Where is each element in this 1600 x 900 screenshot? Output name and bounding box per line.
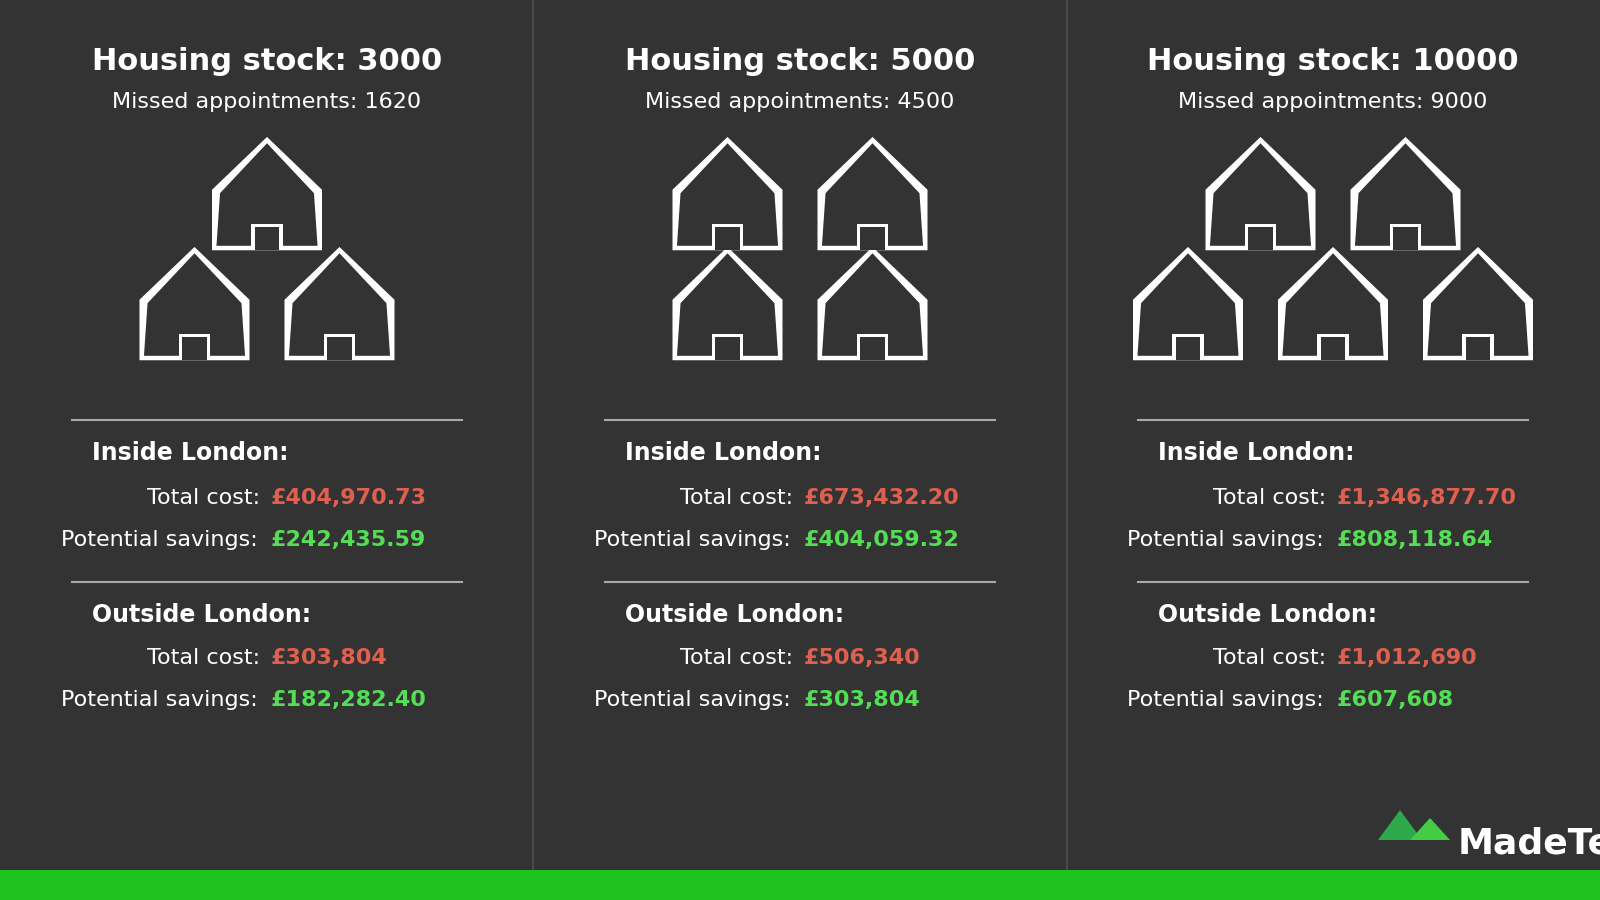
Polygon shape bbox=[677, 143, 778, 246]
Text: Potential savings:: Potential savings: bbox=[1126, 530, 1331, 550]
Polygon shape bbox=[1350, 137, 1461, 250]
Text: Housing stock: 3000: Housing stock: 3000 bbox=[91, 48, 442, 76]
Polygon shape bbox=[818, 247, 928, 360]
Text: Inside London:: Inside London: bbox=[626, 441, 821, 465]
Text: Inside London:: Inside London: bbox=[1158, 441, 1355, 465]
Text: £607,608: £607,608 bbox=[1338, 690, 1454, 710]
Bar bbox=[1390, 224, 1421, 250]
Polygon shape bbox=[139, 247, 250, 360]
Text: Housing stock: 5000: Housing stock: 5000 bbox=[626, 48, 974, 76]
Bar bbox=[323, 334, 355, 360]
Polygon shape bbox=[216, 143, 317, 246]
Text: Outside London:: Outside London: bbox=[1158, 603, 1378, 627]
Text: £303,804: £303,804 bbox=[270, 648, 387, 668]
Text: Outside London:: Outside London: bbox=[626, 603, 845, 627]
Bar bbox=[715, 338, 739, 360]
Bar bbox=[254, 228, 278, 250]
Text: £1,346,877.70: £1,346,877.70 bbox=[1338, 488, 1517, 508]
Text: Potential savings:: Potential savings: bbox=[594, 530, 798, 550]
Bar bbox=[1466, 338, 1490, 360]
Bar bbox=[251, 224, 283, 250]
Polygon shape bbox=[211, 137, 322, 250]
Text: Missed appointments: 4500: Missed appointments: 4500 bbox=[645, 92, 955, 112]
Text: MadeTech: MadeTech bbox=[1458, 826, 1600, 860]
Polygon shape bbox=[677, 253, 778, 356]
Polygon shape bbox=[1427, 253, 1528, 356]
Text: Outside London:: Outside London: bbox=[93, 603, 310, 627]
Polygon shape bbox=[1133, 247, 1243, 360]
Text: £673,432.20: £673,432.20 bbox=[805, 488, 960, 508]
Text: Potential savings:: Potential savings: bbox=[594, 690, 798, 710]
Bar bbox=[179, 334, 210, 360]
Text: Missed appointments: 1620: Missed appointments: 1620 bbox=[112, 92, 421, 112]
Bar bbox=[861, 338, 885, 360]
Bar bbox=[715, 228, 739, 250]
Polygon shape bbox=[1355, 143, 1456, 246]
Polygon shape bbox=[144, 253, 245, 356]
Bar bbox=[1322, 338, 1346, 360]
Polygon shape bbox=[822, 253, 923, 356]
Polygon shape bbox=[672, 137, 782, 250]
Text: Missed appointments: 9000: Missed appointments: 9000 bbox=[1178, 92, 1488, 112]
Bar bbox=[1394, 228, 1418, 250]
Bar bbox=[0, 870, 1600, 900]
Text: £1,012,690: £1,012,690 bbox=[1338, 648, 1478, 668]
Bar bbox=[712, 224, 742, 250]
Bar bbox=[1245, 224, 1277, 250]
Text: Total cost:: Total cost: bbox=[680, 648, 800, 668]
Text: Potential savings:: Potential savings: bbox=[1126, 690, 1331, 710]
Text: Inside London:: Inside London: bbox=[93, 441, 288, 465]
Text: Potential savings:: Potential savings: bbox=[61, 530, 266, 550]
Bar bbox=[1248, 228, 1272, 250]
Bar bbox=[712, 334, 742, 360]
Bar bbox=[861, 228, 885, 250]
Text: Total cost:: Total cost: bbox=[680, 488, 800, 508]
Polygon shape bbox=[1138, 253, 1238, 356]
Polygon shape bbox=[818, 137, 928, 250]
Text: Total cost:: Total cost: bbox=[147, 488, 267, 508]
Bar bbox=[1176, 338, 1200, 360]
Text: Potential savings:: Potential savings: bbox=[61, 690, 266, 710]
Polygon shape bbox=[1378, 810, 1422, 840]
Polygon shape bbox=[290, 253, 390, 356]
Polygon shape bbox=[1210, 143, 1310, 246]
Text: £303,804: £303,804 bbox=[805, 690, 920, 710]
Bar bbox=[1173, 334, 1203, 360]
Bar bbox=[858, 334, 888, 360]
Polygon shape bbox=[672, 247, 782, 360]
Text: Total cost:: Total cost: bbox=[147, 648, 267, 668]
Polygon shape bbox=[285, 247, 395, 360]
Text: £404,970.73: £404,970.73 bbox=[270, 488, 427, 508]
Text: £242,435.59: £242,435.59 bbox=[270, 530, 426, 550]
Bar bbox=[1462, 334, 1494, 360]
Polygon shape bbox=[1205, 137, 1315, 250]
Text: Housing stock: 10000: Housing stock: 10000 bbox=[1147, 48, 1518, 76]
Polygon shape bbox=[1410, 818, 1450, 840]
Text: Total cost:: Total cost: bbox=[1213, 648, 1333, 668]
Bar bbox=[328, 338, 352, 360]
Text: £808,118.64: £808,118.64 bbox=[1338, 530, 1493, 550]
Bar bbox=[182, 338, 206, 360]
Text: £506,340: £506,340 bbox=[805, 648, 920, 668]
Polygon shape bbox=[1278, 247, 1389, 360]
Bar bbox=[1317, 334, 1349, 360]
Text: Total cost:: Total cost: bbox=[1213, 488, 1333, 508]
Polygon shape bbox=[822, 143, 923, 246]
Bar bbox=[858, 224, 888, 250]
Text: £404,059.32: £404,059.32 bbox=[805, 530, 960, 550]
Polygon shape bbox=[1283, 253, 1384, 356]
Text: £182,282.40: £182,282.40 bbox=[270, 690, 427, 710]
Polygon shape bbox=[1422, 247, 1533, 360]
